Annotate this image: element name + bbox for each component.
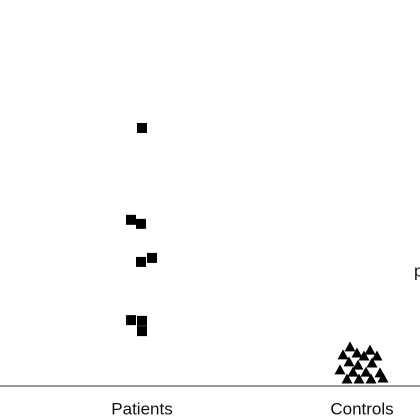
triangle-point: [360, 366, 372, 377]
triangle-point: [365, 373, 377, 384]
annotation: p: [414, 261, 420, 280]
triangle-point: [364, 344, 376, 355]
x-tick-label: Patients: [111, 399, 172, 418]
triangle-point: [334, 364, 346, 375]
triangle-point: [358, 350, 370, 361]
square-point: [136, 256, 146, 267]
square-point: [137, 326, 147, 337]
triangle-point: [371, 350, 383, 361]
triangle-point: [353, 373, 365, 384]
square-point: [137, 122, 147, 133]
triangle-point: [366, 357, 378, 368]
x-tick-label: Controls: [330, 399, 393, 418]
triangle-point: [341, 373, 353, 384]
square-point: [126, 214, 136, 225]
square-point: [147, 252, 157, 263]
triangle-point: [347, 366, 359, 377]
triangle-point: [352, 359, 364, 370]
square-point: [126, 315, 136, 326]
triangle-point: [337, 349, 349, 360]
triangle-point: [377, 372, 389, 383]
triangle-point: [344, 341, 356, 352]
square-point: [136, 218, 146, 229]
triangle-point: [343, 356, 355, 367]
triangle-point: [351, 347, 363, 358]
square-point: [137, 315, 147, 326]
